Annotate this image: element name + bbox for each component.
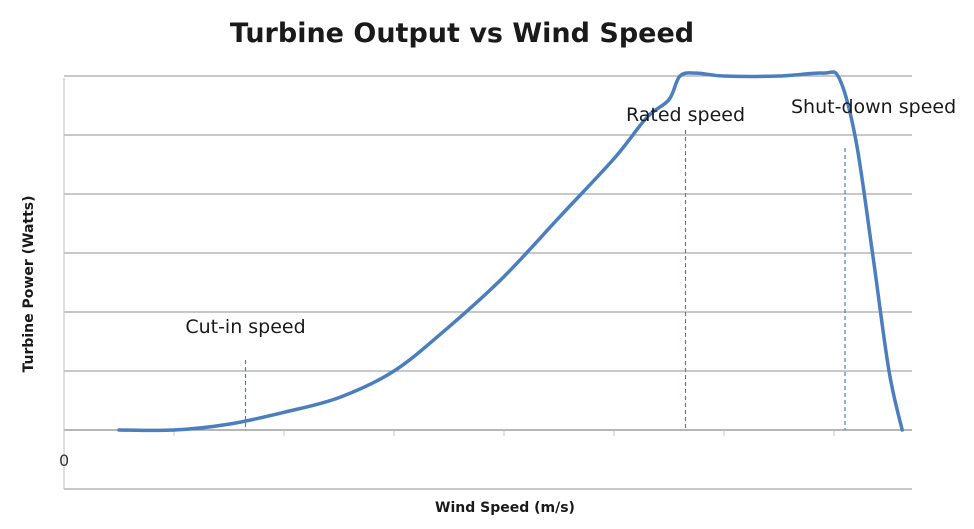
x-axis-ticks — [173, 430, 835, 436]
power-curve — [117, 70, 904, 433]
annotation-labels: Cut-in speed Rated speed Shut-down speed — [185, 96, 956, 338]
shut-down-speed-label: Shut-down speed — [791, 96, 956, 118]
x-axis-label: Wind Speed (m/s) — [435, 500, 575, 516]
annotation-guides — [244, 130, 846, 430]
y-axis-label: Turbine Power (Watts) — [21, 195, 37, 372]
rated-speed-label: Rated speed — [626, 104, 745, 126]
y-tick-label-zero: 0 — [59, 451, 69, 470]
grid — [64, 75, 912, 490]
cut-in-speed-label: Cut-in speed — [185, 316, 305, 338]
chart-title: Turbine Output vs Wind Speed — [230, 18, 694, 49]
